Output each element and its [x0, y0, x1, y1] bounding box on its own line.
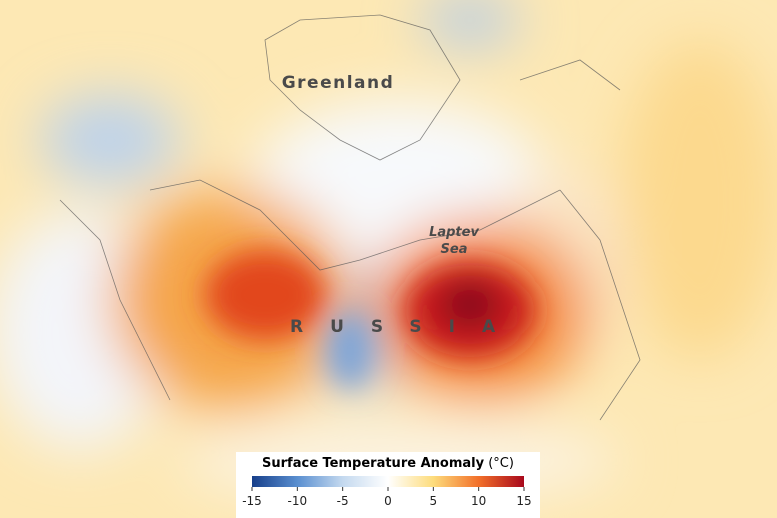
- region-label: Greenland: [282, 73, 395, 93]
- sea-label: Laptev: [429, 225, 479, 240]
- tick-label: 10: [471, 494, 486, 508]
- colorbar: [252, 476, 524, 487]
- hotspots: [205, 250, 535, 388]
- tick-label: -15: [242, 494, 262, 508]
- coastlines: [59, 14, 641, 421]
- tick-label: 15: [516, 494, 531, 508]
- legend-unit: (°C): [488, 456, 514, 471]
- tick-label: -10: [288, 494, 308, 508]
- legend-title: Surface Temperature Anomaly (°C): [262, 456, 514, 471]
- sea-label: Sea: [441, 242, 468, 257]
- tick-label: -5: [337, 494, 349, 508]
- legend-title-main: Surface Temperature Anomaly: [262, 456, 485, 471]
- tick-label: 5: [430, 494, 438, 508]
- tick-label: 0: [384, 494, 392, 508]
- country-label: RUSSIA: [290, 317, 522, 337]
